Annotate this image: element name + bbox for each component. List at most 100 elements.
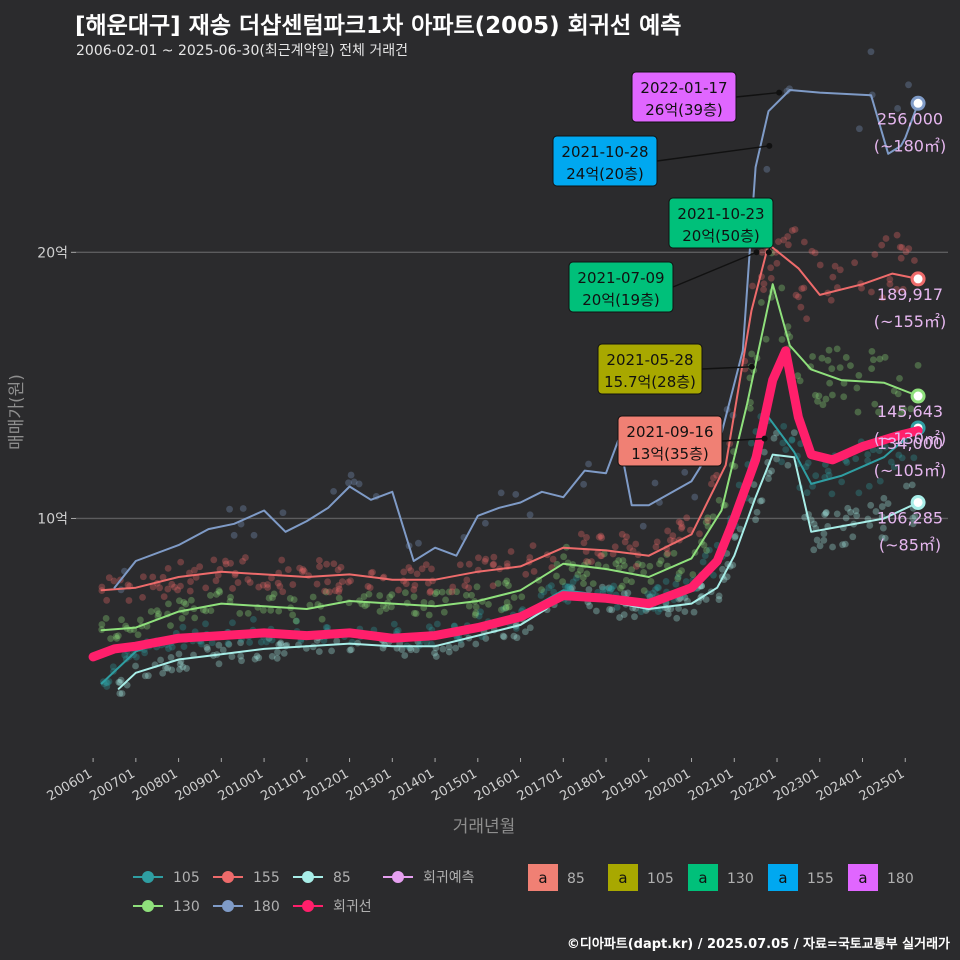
annotation-leader bbox=[735, 91, 780, 98]
scatter-point bbox=[836, 266, 844, 274]
scatter-point bbox=[585, 460, 592, 468]
scatter-point bbox=[607, 585, 615, 593]
scatter-point bbox=[784, 241, 792, 249]
scatter-point bbox=[323, 560, 330, 568]
scatter-point bbox=[107, 635, 115, 643]
x-tick-label: 200801 bbox=[130, 766, 180, 804]
scatter-point bbox=[413, 570, 421, 578]
annotation-price: 15.7억(28층) bbox=[604, 373, 696, 391]
scatter-point bbox=[438, 588, 446, 596]
scatter-point bbox=[773, 259, 781, 267]
scatter-point bbox=[908, 481, 916, 489]
scatter-point bbox=[289, 611, 297, 619]
scatter-point bbox=[611, 543, 619, 551]
scatter-point bbox=[767, 274, 775, 282]
scatter-point bbox=[875, 447, 883, 454]
legend-box-letter: a bbox=[778, 869, 787, 887]
x-tick-label: 202001 bbox=[643, 766, 693, 804]
chart-title: [해운대구] 재송 더샵센텀파크1차 아파트(2005) 회귀선 예측 bbox=[75, 13, 682, 39]
scatter-point bbox=[328, 647, 335, 655]
scatter-point bbox=[257, 638, 265, 646]
scatter-point bbox=[843, 459, 851, 466]
scatter-point bbox=[330, 487, 337, 495]
annotation-box bbox=[552, 135, 658, 187]
scatter-point bbox=[654, 608, 662, 615]
scatter-point bbox=[606, 588, 614, 595]
scatter-point bbox=[813, 536, 821, 544]
scatter-point bbox=[268, 636, 276, 644]
x-tick-label: 201601 bbox=[472, 766, 522, 804]
scatter-point bbox=[890, 463, 898, 471]
x-tick-label: 201801 bbox=[558, 766, 608, 804]
scatter-point bbox=[765, 475, 772, 482]
scatter-point bbox=[224, 639, 232, 647]
scatter-point bbox=[867, 501, 875, 509]
scatter-point bbox=[577, 566, 584, 574]
scatter-point bbox=[512, 490, 520, 498]
scatter-point bbox=[580, 580, 587, 588]
legend-line-label: 105 bbox=[173, 870, 200, 886]
scatter-point bbox=[565, 583, 572, 591]
annotation-date: 2021-07-09 bbox=[577, 269, 664, 287]
scatter-point bbox=[683, 514, 691, 522]
scatter-point bbox=[269, 594, 276, 602]
scatter-point bbox=[829, 273, 837, 281]
scatter-point bbox=[415, 539, 422, 547]
scatter-point bbox=[879, 524, 887, 532]
scatter-point bbox=[347, 471, 355, 479]
scatter-point bbox=[335, 585, 343, 593]
x-tick-label: 202101 bbox=[686, 766, 736, 804]
scatter-point bbox=[600, 550, 608, 558]
scatter-point bbox=[117, 676, 125, 684]
scatter-point bbox=[652, 586, 659, 593]
scatter-point bbox=[182, 600, 190, 608]
scatter-point bbox=[897, 254, 905, 262]
scatter-point bbox=[792, 291, 800, 299]
scatter-point bbox=[855, 372, 863, 379]
scatter-point bbox=[847, 362, 854, 370]
scatter-point bbox=[494, 580, 502, 587]
scatter-point bbox=[603, 585, 610, 593]
scatter-point bbox=[618, 530, 626, 538]
legend-line-label: 180 bbox=[253, 899, 280, 915]
scatter-point bbox=[814, 397, 821, 405]
x-tick-label: 201001 bbox=[216, 766, 266, 804]
scatter-point bbox=[657, 557, 665, 564]
scatter-point bbox=[322, 623, 330, 631]
scatter-point bbox=[878, 241, 886, 249]
legend-line-label: 130 bbox=[173, 899, 200, 915]
scatter-point bbox=[780, 236, 788, 244]
scatter-point bbox=[560, 553, 568, 561]
scatter-point bbox=[752, 516, 760, 524]
annotation-anchor bbox=[761, 435, 768, 442]
scatter-point bbox=[207, 591, 214, 599]
scatter-point bbox=[881, 534, 889, 542]
annotation-date: 2022-01-17 bbox=[640, 79, 727, 97]
scatter-point bbox=[653, 538, 661, 546]
scatter-point bbox=[468, 591, 475, 599]
annotation-anchor bbox=[753, 249, 760, 256]
scatter-point bbox=[868, 288, 875, 296]
scatter-point bbox=[784, 461, 792, 469]
scatter-point bbox=[598, 534, 606, 542]
scatter-point bbox=[822, 509, 830, 517]
end-label-area: (~155㎡) bbox=[874, 312, 946, 331]
scatter-point bbox=[273, 654, 281, 662]
scatter-point bbox=[540, 588, 548, 596]
scatter-point bbox=[203, 643, 211, 651]
scatter-point bbox=[187, 578, 194, 585]
series-line-130 bbox=[100, 283, 920, 632]
axis-layer: 10억 20억 2006012007012008012009012010012011… bbox=[7, 245, 907, 837]
annotation-leader bbox=[701, 366, 752, 370]
scatter-point bbox=[812, 472, 820, 480]
scatter-point bbox=[222, 560, 230, 568]
scatter-point bbox=[691, 493, 699, 501]
annotation-anchor bbox=[766, 142, 773, 149]
scatter-point bbox=[207, 607, 215, 615]
annotation-leader bbox=[721, 437, 765, 442]
scatter-point bbox=[838, 478, 846, 486]
scatter-point bbox=[453, 588, 460, 596]
scatter-point bbox=[620, 611, 628, 619]
scatter-point bbox=[177, 582, 184, 590]
scatter-point bbox=[583, 570, 591, 578]
